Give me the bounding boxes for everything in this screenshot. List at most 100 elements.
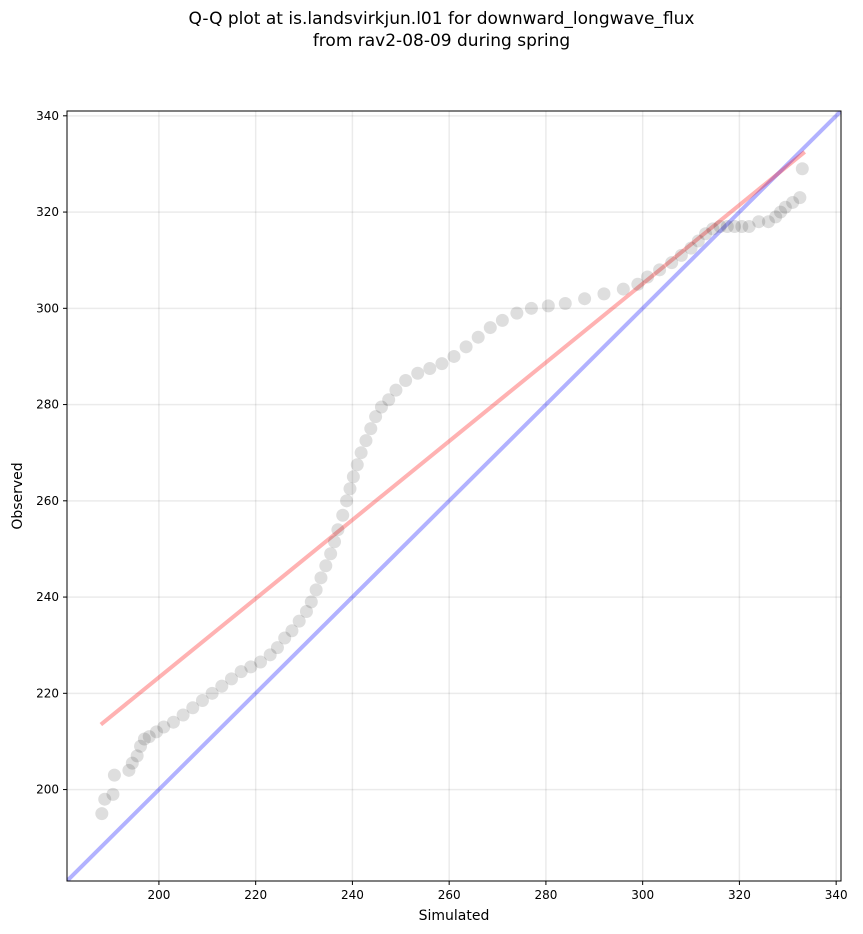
scatter-point xyxy=(382,393,396,407)
scatter-point xyxy=(130,749,144,763)
scatter-point xyxy=(336,508,350,522)
scatter-point xyxy=(328,535,342,549)
scatter-point xyxy=(691,234,705,248)
scatter-point xyxy=(423,361,437,375)
scatter-point xyxy=(713,220,727,233)
scatter-point xyxy=(331,523,345,537)
scatter-point xyxy=(142,730,156,744)
scatter-point xyxy=(364,422,378,436)
scatter-point xyxy=(374,400,388,414)
scatter-point xyxy=(285,624,299,638)
scatter-point xyxy=(346,470,360,484)
scatter-point xyxy=(653,263,667,277)
scatter-point xyxy=(137,732,151,746)
scatter-point xyxy=(742,220,756,233)
reference-lines xyxy=(67,111,841,881)
scatter-point xyxy=(399,374,413,387)
scatter-point xyxy=(95,807,109,821)
x-tick-label: 300 xyxy=(631,888,654,902)
scatter-point xyxy=(106,787,120,801)
scatter-point xyxy=(134,739,148,753)
scatter-point xyxy=(254,655,267,669)
x-axis-ticks: 200 220 240 260 280 300 320 340 xyxy=(147,881,848,902)
scatter-point xyxy=(234,665,248,679)
scatter-point xyxy=(735,220,749,233)
reference-line-identity xyxy=(67,111,841,881)
x-tick-label: 340 xyxy=(825,888,848,902)
scatter-point xyxy=(720,220,734,233)
title-line-1: Q-Q plot at is.landsvirkjun.l01 for down… xyxy=(188,9,695,29)
plot-frame xyxy=(66,110,842,882)
scatter-point xyxy=(359,434,373,448)
reference-line-fit xyxy=(99,150,806,727)
scatter-point xyxy=(304,595,318,609)
scatter-point xyxy=(665,256,679,270)
scatter-point xyxy=(699,227,713,241)
scatter-point xyxy=(524,301,538,315)
scatter-point xyxy=(166,715,180,729)
scatter-point xyxy=(795,162,809,176)
scatter-point xyxy=(186,701,200,715)
y-tick-label: 340 xyxy=(36,109,59,123)
scatter-point xyxy=(270,641,284,655)
scatter-point xyxy=(616,282,630,296)
y-tick-label: 220 xyxy=(36,686,59,700)
scatter-point xyxy=(631,277,645,291)
y-axis-label: Observed xyxy=(10,462,26,529)
scatter-point xyxy=(578,292,592,306)
scatter-point xyxy=(641,270,654,284)
y-tick-label: 240 xyxy=(36,590,59,604)
x-tick-label: 280 xyxy=(534,888,557,902)
scatter-point xyxy=(205,686,219,700)
scatter-point xyxy=(244,660,258,674)
data-points xyxy=(95,162,809,821)
scatter-point xyxy=(149,725,163,739)
scatter-point xyxy=(769,210,783,224)
scatter-point xyxy=(541,299,555,313)
x-axis-label: Simulated xyxy=(419,908,490,924)
title-line-2: from rav2-08-09 during spring xyxy=(312,31,571,51)
scatter-point xyxy=(319,559,333,573)
scatter-point xyxy=(278,631,292,645)
y-tick-label: 320 xyxy=(36,205,59,219)
grid-lines xyxy=(67,111,841,881)
scatter-point xyxy=(309,583,323,597)
scatter-point xyxy=(558,297,572,310)
scatter-point xyxy=(495,313,509,327)
scatter-point xyxy=(299,605,313,618)
scatter-point xyxy=(125,756,139,770)
scatter-point xyxy=(684,241,698,255)
chart-title: Q-Q plot at is.landsvirkjun.l01 for down… xyxy=(0,8,863,52)
scatter-point xyxy=(728,220,742,233)
scatter-point xyxy=(263,648,277,662)
scatter-point xyxy=(98,792,112,806)
scatter-point xyxy=(447,349,461,363)
scatter-point xyxy=(389,383,403,397)
scatter-point xyxy=(369,410,383,424)
scatter-point xyxy=(215,679,229,693)
y-tick-label: 200 xyxy=(36,783,59,797)
scatter-point xyxy=(314,571,328,585)
x-tick-label: 320 xyxy=(728,888,751,902)
y-axis-ticks: 200 220 240 260 280 300 320 340 xyxy=(36,109,67,797)
scatter-point xyxy=(157,720,171,734)
y-tick-label: 280 xyxy=(36,398,59,412)
scatter-point xyxy=(224,672,238,686)
y-tick-label: 300 xyxy=(36,301,59,315)
scatter-point xyxy=(471,330,485,344)
scatter-point xyxy=(176,708,190,722)
scatter-point xyxy=(706,222,720,236)
x-tick-label: 260 xyxy=(438,888,461,902)
scatter-point xyxy=(761,215,775,229)
scatter-point xyxy=(597,287,611,301)
scatter-point xyxy=(459,340,473,354)
scatter-point xyxy=(778,200,792,214)
scatter-point xyxy=(122,763,136,777)
scatter-point xyxy=(354,446,368,460)
x-tick-label: 240 xyxy=(341,888,364,902)
scatter-point xyxy=(510,306,524,320)
x-tick-label: 200 xyxy=(147,888,170,902)
scatter-point xyxy=(340,494,354,508)
scatter-point xyxy=(292,614,306,628)
